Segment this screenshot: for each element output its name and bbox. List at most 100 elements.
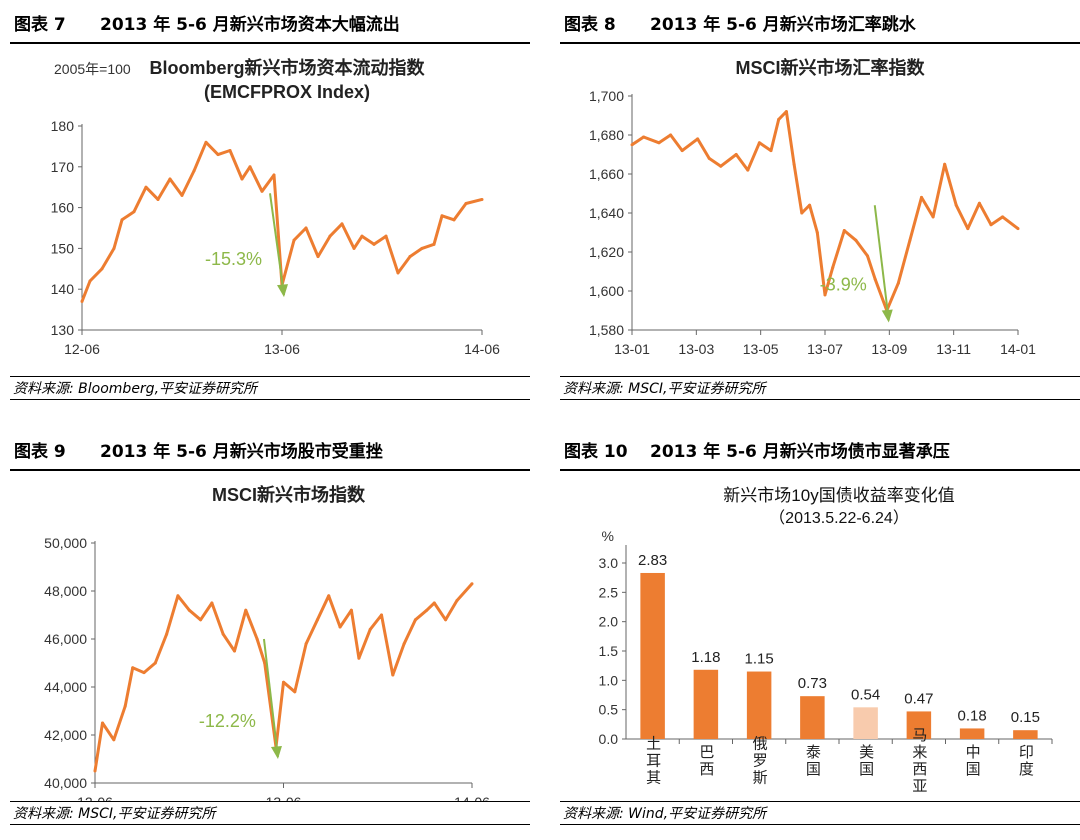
chart-title: Bloomberg新兴市场资本流动指数 [150, 57, 426, 78]
data-point [255, 637, 259, 641]
y-tick-label: 1.0 [599, 672, 619, 688]
y-tick-label: 50,000 [44, 535, 87, 551]
panel-title: 图表 9 2013 年 5-6 月新兴市场股市受重挫 [10, 435, 530, 471]
bar [693, 669, 719, 739]
panel-title: 图表 7 2013 年 5-6 月新兴市场资本大幅流出 [10, 8, 530, 44]
data-point [293, 690, 297, 694]
data-point [357, 656, 361, 660]
data-point [120, 218, 124, 222]
y-axis-unit-label: 2005年=100 [54, 61, 131, 77]
data-point [396, 271, 400, 275]
chart-area: 新兴市场10y国债收益率变化值 （2013.5.22-6.24）% 0.0 0.5 1.… [560, 471, 1080, 801]
data-point [966, 227, 970, 231]
y-tick-label: 150 [51, 240, 75, 256]
drawdown-label: -15.3% [205, 249, 262, 269]
data-point [642, 135, 646, 139]
data-point [808, 203, 812, 207]
data-point [100, 267, 104, 271]
y-tick-label: 160 [51, 200, 75, 216]
chart-title: MSCI新兴市场指数 [212, 484, 366, 505]
y-tick-label: 1,640 [589, 205, 624, 221]
data-point [680, 149, 684, 153]
figure-number: 图表 10 [564, 442, 628, 462]
data-point [292, 238, 296, 242]
data-point [896, 281, 900, 285]
y-axis-unit-label: % [602, 528, 614, 544]
y-tick-label: 1.5 [599, 643, 619, 659]
panel-title: 图表 10 2013 年 5-6 月新兴市场债市显著承压 [560, 435, 1080, 471]
data-point [734, 153, 738, 156]
data-point [88, 279, 92, 283]
data-point [455, 599, 459, 603]
panel-title: 图表 8 2013 年 5-6 月新兴市场汇率跳水 [560, 8, 1080, 44]
data-point [413, 618, 417, 622]
data-point [669, 133, 673, 137]
data-point [440, 214, 444, 218]
bar [800, 696, 825, 739]
data-point [800, 211, 804, 215]
y-tick-label: 3.0 [599, 555, 619, 571]
data-point [338, 625, 342, 629]
bar-value-label: 0.15 [1011, 709, 1040, 726]
figure-title: 2013 年 5-6 月新兴市场股市受重挫 [100, 442, 383, 462]
data-point [176, 594, 180, 598]
bar-value-label: 1.15 [745, 651, 774, 668]
data-point [315, 618, 319, 622]
x-tick-label: 14-06 [464, 341, 500, 357]
data-point [112, 246, 116, 250]
data-point [263, 661, 267, 665]
x-tick-label: 13-01 [614, 341, 650, 357]
source-note: 资料来源: Bloomberg,平安证券研究所 [10, 376, 530, 400]
data-point [180, 193, 184, 197]
data-point [630, 143, 634, 147]
bar-value-label: 0.54 [851, 686, 880, 703]
data-point [123, 704, 127, 708]
data-point [187, 608, 191, 612]
data-point [93, 769, 97, 773]
bar [853, 707, 878, 739]
data-point [470, 582, 474, 586]
data-point [920, 195, 923, 199]
data-point [352, 246, 356, 250]
data-point [132, 210, 136, 214]
y-tick-label: 1,620 [589, 244, 624, 260]
data-point [746, 168, 750, 172]
x-category-label: 美国 [857, 744, 874, 778]
y-tick-label: 0.0 [599, 731, 619, 747]
bar-value-label: 0.73 [798, 675, 827, 692]
x-category-label: 泰国 [804, 744, 821, 778]
data-point [131, 666, 135, 670]
figure-number: 图表 9 [14, 442, 66, 462]
figure-title: 2013 年 5-6 月新兴市场资本大幅流出 [100, 15, 400, 35]
x-tick-label: 13-03 [678, 341, 714, 357]
data-point [248, 165, 252, 169]
figure-number: 图表 8 [564, 15, 616, 35]
series-line [80, 140, 483, 302]
line-chart: MSCI新兴市场指数 40,000 42,000 44,000 46,000 48,000… [44, 484, 490, 810]
chart-title: 新兴市场10y国债收益率变化值 [723, 486, 954, 505]
data-point [977, 201, 981, 205]
y-tick-label: 1,600 [589, 283, 624, 299]
data-point [707, 156, 711, 160]
data-point [244, 608, 248, 612]
data-point [865, 254, 869, 258]
drawdown-arrow [262, 638, 279, 758]
y-tick-label: 44,000 [44, 679, 87, 695]
x-tick-label: 13-05 [743, 341, 779, 357]
bar [746, 671, 772, 739]
x-tick-label: 13-11 [936, 341, 971, 357]
drawdown-label: -3.9% [820, 275, 867, 295]
data-point [444, 618, 448, 622]
chart-area: MSCI新兴市场指数 40,000 42,000 44,000 46,000 48,000… [10, 471, 530, 810]
bar [959, 728, 985, 739]
data-point [873, 277, 877, 281]
data-point [831, 266, 835, 270]
data-point [316, 255, 320, 259]
data-point [769, 149, 773, 153]
x-tick-label: 12-06 [64, 341, 100, 357]
data-point [784, 110, 788, 114]
y-tick-label: 40,000 [44, 775, 87, 791]
y-tick-label: 1,700 [589, 88, 624, 104]
x-category-label: 马来西亚 [910, 727, 927, 795]
data-point [464, 202, 468, 206]
